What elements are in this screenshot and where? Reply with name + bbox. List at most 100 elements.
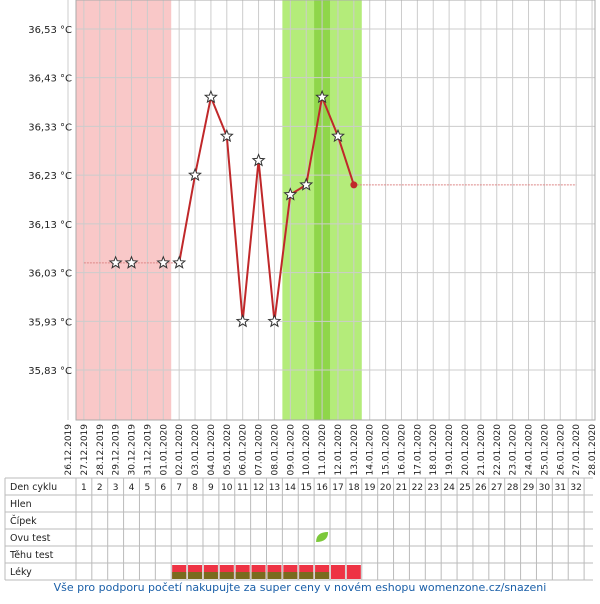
band bbox=[75, 0, 172, 420]
x-tick-label: 29.12.2019 bbox=[112, 424, 122, 476]
x-tick-label: 04.01.2020 bbox=[207, 424, 217, 476]
cycle-day: 25 bbox=[459, 483, 470, 493]
row-label: Hlen bbox=[10, 499, 32, 510]
x-tick-label: 16.01.2020 bbox=[397, 424, 407, 476]
cycle-day: 2 bbox=[97, 483, 103, 493]
x-tick-label: 03.01.2020 bbox=[191, 424, 201, 476]
cycle-day: 24 bbox=[443, 483, 455, 493]
footer-link[interactable]: Vše pro podporu početí nakupujte za supe… bbox=[54, 581, 547, 594]
y-tick-label: 36,43 °C bbox=[28, 74, 72, 85]
row-label: Těhu test bbox=[9, 550, 54, 561]
star-marker bbox=[156, 255, 171, 269]
y-tick-label: 36,53 °C bbox=[28, 25, 72, 36]
x-tick-label: 13.01.2020 bbox=[350, 424, 360, 476]
medication-second bbox=[299, 572, 314, 579]
x-tick-label: 26.12.2019 bbox=[64, 424, 74, 476]
x-tick-label: 01.01.2020 bbox=[159, 424, 169, 476]
medication-second bbox=[283, 572, 298, 579]
cycle-day: 9 bbox=[208, 483, 214, 493]
x-tick-label: 31.12.2019 bbox=[143, 424, 153, 476]
cycle-day: 20 bbox=[380, 483, 392, 493]
point bbox=[350, 181, 358, 189]
x-tick-label: 09.01.2020 bbox=[286, 424, 296, 476]
medication-second bbox=[172, 572, 187, 579]
x-tick-label: 15.01.2020 bbox=[382, 424, 392, 476]
cycle-day: 16 bbox=[316, 483, 328, 493]
star-marker bbox=[267, 313, 282, 328]
y-tick-label: 36,23 °C bbox=[28, 171, 72, 182]
x-tick-label: 17.01.2020 bbox=[413, 424, 423, 476]
x-tick-label: 27.01.2020 bbox=[572, 424, 582, 476]
cycle-day: 4 bbox=[129, 483, 135, 493]
cycle-day: 22 bbox=[412, 483, 423, 493]
x-tick-label: 22.01.2020 bbox=[493, 424, 503, 476]
star-marker bbox=[315, 89, 330, 104]
cycle-day: 32 bbox=[570, 483, 581, 493]
medication-second bbox=[267, 572, 282, 579]
star-marker bbox=[283, 187, 298, 201]
cycle-day: 31 bbox=[555, 483, 566, 493]
cycle-day: 21 bbox=[396, 483, 407, 493]
x-tick-label: 26.01.2020 bbox=[556, 424, 566, 476]
row-label: Čípek bbox=[10, 515, 37, 527]
x-tick-label: 05.01.2020 bbox=[223, 424, 233, 476]
star-marker bbox=[251, 153, 266, 167]
x-tick-label: 07.01.2020 bbox=[255, 424, 265, 476]
cycle-day: 5 bbox=[145, 483, 151, 493]
x-tick-label: 10.01.2020 bbox=[302, 424, 312, 476]
cycle-day: 7 bbox=[176, 483, 182, 493]
cycle-day: 30 bbox=[539, 483, 551, 493]
medication-second bbox=[315, 572, 330, 579]
cycle-day: 29 bbox=[523, 483, 535, 493]
medication bbox=[346, 565, 361, 579]
medication bbox=[330, 565, 345, 579]
x-tick-label: 24.01.2020 bbox=[525, 424, 535, 476]
x-tick-label: 20.01.2020 bbox=[461, 424, 471, 476]
cycle-day: 10 bbox=[221, 483, 233, 493]
y-tick-label: 35,83 °C bbox=[28, 366, 72, 377]
cycle-day: 3 bbox=[113, 483, 119, 493]
cycle-day: 17 bbox=[332, 483, 343, 493]
cycle-day: 28 bbox=[507, 483, 519, 493]
star-marker bbox=[187, 167, 202, 182]
cycle-day: 11 bbox=[237, 483, 248, 493]
cycle-day: 13 bbox=[269, 483, 280, 493]
x-tick-label: 02.01.2020 bbox=[175, 424, 185, 476]
cycle-day: 19 bbox=[364, 483, 376, 493]
row-label: Ovu test bbox=[10, 533, 51, 544]
x-tick-label: 18.01.2020 bbox=[429, 424, 439, 476]
x-tick-label: 11.01.2020 bbox=[318, 424, 328, 476]
cycle-day: 26 bbox=[475, 483, 487, 493]
cycle-day: 18 bbox=[348, 483, 360, 493]
cycle-day: 15 bbox=[300, 483, 311, 493]
x-tick-label: 30.12.2019 bbox=[128, 424, 138, 476]
star-marker bbox=[124, 255, 139, 269]
star-marker bbox=[203, 89, 218, 104]
star-marker bbox=[331, 128, 345, 143]
plot-border bbox=[75, 0, 596, 421]
x-tick-label: 28.01.2020 bbox=[588, 424, 598, 476]
star-marker bbox=[172, 255, 187, 269]
star-marker bbox=[108, 255, 123, 269]
x-tick-label: 25.01.2020 bbox=[540, 424, 550, 476]
x-tick-label: 12.01.2020 bbox=[334, 424, 344, 476]
medication-second bbox=[203, 572, 218, 579]
ovu-leaf bbox=[316, 532, 329, 542]
x-tick-label: 21.01.2020 bbox=[477, 424, 487, 476]
star-marker bbox=[235, 313, 250, 328]
cycle-day: 6 bbox=[160, 483, 166, 493]
cycle-day: 27 bbox=[491, 483, 502, 493]
star-marker bbox=[219, 128, 234, 143]
x-tick-label: 19.01.2020 bbox=[445, 424, 455, 476]
cycle-day: 12 bbox=[253, 483, 264, 493]
cycle-day: 8 bbox=[192, 483, 198, 493]
y-tick-label: 36,33 °C bbox=[28, 122, 72, 133]
row-label: Léky bbox=[10, 567, 32, 578]
x-tick-label: 08.01.2020 bbox=[270, 424, 280, 476]
x-tick-label: 27.12.2019 bbox=[80, 424, 90, 476]
medication-second bbox=[235, 572, 250, 579]
x-tick-label: 06.01.2020 bbox=[239, 424, 249, 476]
x-tick-label: 28.12.2019 bbox=[96, 424, 106, 476]
row-label: Den cyklu bbox=[10, 482, 57, 493]
